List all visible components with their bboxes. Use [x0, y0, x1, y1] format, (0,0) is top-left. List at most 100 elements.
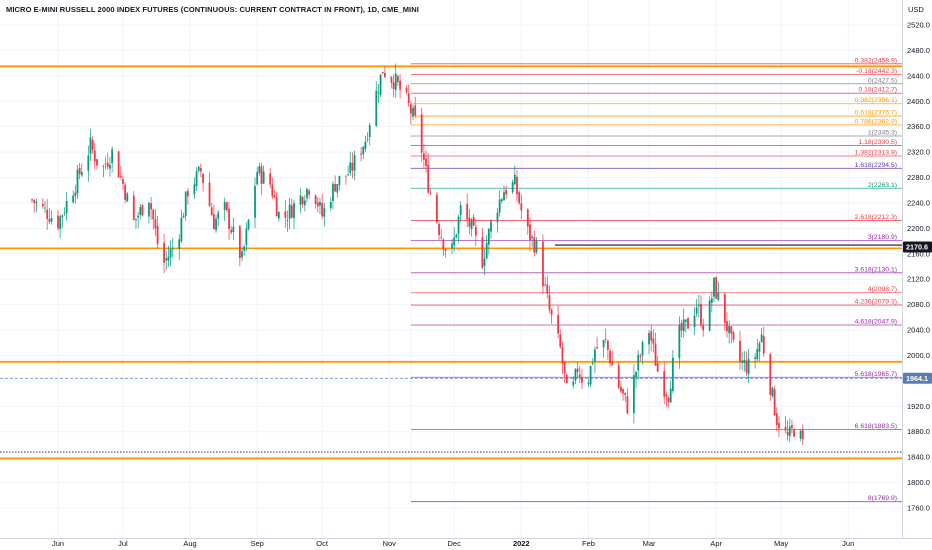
candle [303, 194, 306, 212]
x-tick-label: Jul [118, 539, 128, 548]
candle [102, 164, 105, 178]
candle [717, 281, 720, 302]
candle-body [565, 374, 568, 383]
candle-body [518, 192, 521, 204]
candle [31, 198, 33, 203]
candle [288, 197, 291, 230]
candle [124, 182, 127, 204]
candle [739, 330, 741, 370]
fib-level-label: 1.18(2330.5) [858, 139, 897, 146]
candle-body [754, 357, 757, 359]
fib-level-label: 4(2098.7) [868, 286, 897, 293]
candle [156, 215, 159, 249]
candle [652, 329, 655, 353]
candle [119, 166, 122, 179]
candle [122, 175, 124, 190]
candle-body [468, 217, 471, 227]
candle-body [594, 349, 596, 362]
candle [574, 368, 577, 385]
candle [773, 385, 776, 416]
candle [518, 190, 521, 206]
candle [425, 150, 427, 173]
candle [693, 307, 696, 336]
candle-body [78, 168, 81, 175]
fib-level-label: 0.786(2362.9) [855, 118, 897, 125]
candle [163, 233, 165, 274]
candle-body [210, 207, 213, 216]
candle [440, 229, 443, 240]
candle-body [693, 315, 696, 328]
candle-body [669, 388, 672, 403]
candle [548, 285, 551, 314]
candle [178, 234, 181, 261]
candle-body [459, 205, 462, 215]
candle-body [607, 340, 609, 350]
candle [228, 202, 230, 241]
candle [241, 247, 243, 262]
candle [420, 107, 423, 162]
candle [353, 150, 356, 180]
candle [247, 218, 250, 231]
candle-body [223, 201, 226, 211]
candle-body [368, 125, 371, 138]
candle-body [364, 141, 367, 149]
candle [639, 353, 642, 362]
candle-body [347, 174, 350, 176]
candle-body [743, 359, 746, 363]
candle-body [739, 340, 741, 362]
candle [756, 338, 759, 362]
candle [622, 388, 624, 401]
candle-body [254, 186, 256, 218]
candle-body [379, 74, 382, 95]
candle [360, 147, 362, 162]
candle-body [741, 360, 744, 363]
price-label-bg [903, 241, 932, 253]
candle-body [622, 389, 624, 394]
candle-body [572, 381, 575, 386]
candle [141, 204, 144, 217]
candle [559, 329, 562, 349]
candle-body [617, 365, 620, 388]
candle [109, 156, 111, 177]
candle [223, 197, 226, 222]
candle-body [444, 249, 447, 251]
candle-body [139, 206, 142, 215]
x-tick-label: Apr [710, 539, 722, 548]
candle [513, 165, 516, 186]
candle-body [366, 139, 369, 141]
candle [167, 245, 170, 267]
candle [498, 190, 501, 217]
candle [589, 365, 592, 388]
candle [576, 362, 579, 378]
candle-body [422, 153, 425, 160]
candle-body [652, 338, 655, 344]
candle-body [178, 239, 181, 249]
candle [788, 418, 791, 443]
candle [715, 276, 718, 300]
candle-body [80, 172, 83, 176]
candle [730, 325, 733, 344]
candle-body [124, 184, 127, 200]
y-tick-label: 2040.0 [907, 326, 930, 335]
candle [169, 240, 172, 267]
candle-body [303, 200, 306, 206]
candle-body [438, 223, 440, 236]
candle-body [258, 165, 261, 173]
candle [117, 150, 120, 178]
candle-body [412, 107, 414, 117]
candle-body [700, 303, 702, 326]
candle [165, 251, 168, 270]
candle [671, 350, 674, 394]
candle [381, 71, 384, 74]
candle [334, 175, 337, 193]
candle-body [215, 218, 217, 231]
candle [217, 209, 220, 226]
candle [535, 237, 538, 255]
candle-body [682, 319, 685, 331]
candle-body [632, 375, 635, 414]
x-tick-label: 2022 [513, 539, 530, 548]
candle-body [801, 430, 804, 440]
candle-body [713, 277, 715, 297]
candle-body [336, 184, 339, 193]
